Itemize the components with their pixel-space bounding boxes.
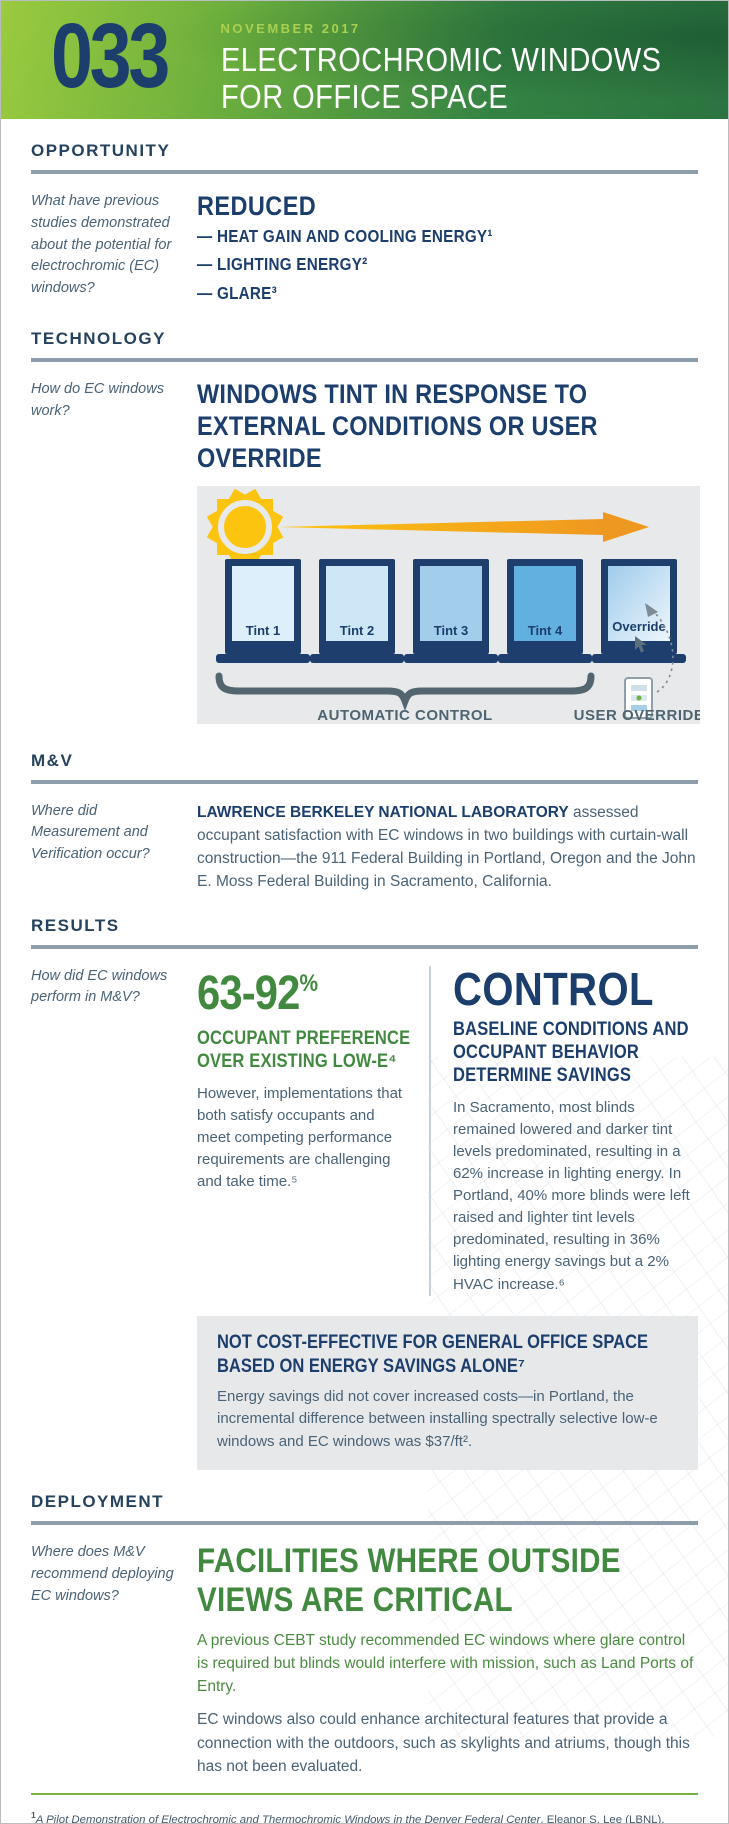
tint-diagram-graphic: Tint 1 Tint 2 <box>197 485 704 724</box>
window-label: Tint 4 <box>528 623 563 638</box>
deployment-question: Where does M&V recommend deploying EC wi… <box>31 1544 174 1604</box>
window-override: Override <box>592 558 686 663</box>
opportunity-item-1: — HEAT GAIN AND COOLING ENERGY¹ <box>197 226 493 246</box>
window-label: Tint 2 <box>340 623 374 638</box>
mv-paragraph: LAWRENCE BERKELEY NATIONAL LABORATORY as… <box>197 803 696 891</box>
section-mv: M&V Where did Measurement and Verificati… <box>1 751 728 894</box>
mv-lead: LAWRENCE BERKELEY NATIONAL LABORATORY <box>197 803 569 821</box>
results-left-body: However, implementations that both satis… <box>197 1084 403 1191</box>
deployment-body: EC windows also could enhance architectu… <box>197 1711 690 1775</box>
deployment-heading: FACILITIES WHERE OUTSIDE VIEWS ARE CRITI… <box>197 1542 621 1619</box>
cursor-icon <box>635 635 647 653</box>
page-title-line2: FOR OFFICE SPACE <box>220 77 508 115</box>
section-divider <box>31 170 698 174</box>
footnote-ref: 1 <box>31 1810 36 1821</box>
remote-icon <box>624 676 653 719</box>
section-label-results: RESULTS <box>31 915 120 935</box>
technology-heading: WINDOWS TINT IN RESPONSE TO EXTERNAL CON… <box>197 379 598 473</box>
issue-date: NOVEMBER 2017 <box>220 21 361 36</box>
section-divider <box>31 1521 698 1526</box>
override-dotted-arrow-icon <box>645 602 674 693</box>
cost-effectiveness-callout: NOT COST-EFFECTIVE FOR GENERAL OFFICE SP… <box>197 1315 698 1471</box>
section-label-technology: TECHNOLOGY <box>31 329 166 349</box>
page-title: ELECTROCHROMIC WINDOWS FOR OFFICE SPACE <box>220 41 723 116</box>
section-label-mv: M&V <box>31 750 74 770</box>
technology-question: How do EC windows work? <box>31 381 164 419</box>
window-label: Override <box>612 619 665 634</box>
section-divider <box>31 944 698 949</box>
section-label-deployment: DEPLOYMENT <box>31 1492 165 1512</box>
window-label: Tint 1 <box>246 623 280 638</box>
deployment-green-body: A previous CEBT study recommended EC win… <box>197 1631 694 1696</box>
callout-heading: NOT COST-EFFECTIVE FOR GENERAL OFFICE SP… <box>217 1331 649 1378</box>
results-question: How did EC windows perform in M&V? <box>31 967 168 1006</box>
page-title-line1: ELECTROCHROMIC WINDOWS <box>220 41 661 78</box>
section-results: RESULTS How did EC windows perform in M&… <box>1 916 728 1471</box>
opportunity-heading: REDUCED <box>197 191 317 221</box>
sun-icon <box>206 488 284 565</box>
mv-question: Where did Measurement and Verification o… <box>31 802 150 863</box>
window-label: Tint 3 <box>434 623 468 638</box>
window-tint-1: Tint 1 <box>216 558 310 663</box>
control-heading: CONTROL <box>453 962 654 1015</box>
section-opportunity: OPPORTUNITY What have previous studies d… <box>1 141 728 307</box>
sun-arrow-icon <box>277 511 649 542</box>
opportunity-item-2: — LIGHTING ENERGY² <box>197 254 368 275</box>
issue-number: 033 <box>51 5 170 107</box>
stat-percent-sign: % <box>299 969 319 997</box>
section-divider <box>31 779 698 784</box>
section-technology: TECHNOLOGY How do EC windows work? WINDO… <box>1 329 728 729</box>
results-right-subhead: BASELINE CONDITIONS AND OCCUPANT BEHAVIO… <box>453 1018 689 1086</box>
results-left-column: 63-92% OCCUPANT PREFERENCE OVER EXISTING… <box>197 966 429 1296</box>
section-divider <box>31 358 698 363</box>
results-left-subhead: OCCUPANT PREFERENCE OVER EXISTING LOW-E⁴ <box>197 1027 411 1072</box>
callout-body: Energy savings did not cover increased c… <box>217 1387 658 1450</box>
opportunity-question: What have previous studies demonstrated … <box>31 193 172 296</box>
results-right-body: In Sacramento, most blinds remained lowe… <box>453 1099 690 1293</box>
opportunity-item-3: — GLARE³ <box>197 282 277 303</box>
window-tint-3: Tint 3 <box>404 558 498 663</box>
section-deployment: DEPLOYMENT Where does M&V recommend depl… <box>1 1492 728 1778</box>
results-right-column: CONTROL BASELINE CONDITIONS AND OCCUPANT… <box>429 962 698 1296</box>
automatic-control-label: AUTOMATIC CONTROL <box>317 707 492 724</box>
footnotes: 1A Pilot Demonstration of Electrochromic… <box>31 1793 698 1823</box>
window-tint-2: Tint 2 <box>310 558 404 663</box>
window-tint-4: Tint 4 <box>498 558 592 663</box>
occupant-preference-stat: 63-92 <box>197 966 300 1020</box>
brace-icon <box>215 672 595 711</box>
user-override-label: USER OVERRIDE <box>574 707 700 724</box>
header-banner: 033 NOVEMBER 2017 ELECTROCHROMIC WINDOWS… <box>1 1 728 119</box>
tint-diagram: Tint 1 Tint 2 <box>197 485 704 729</box>
section-label-opportunity: OPPORTUNITY <box>31 141 171 160</box>
